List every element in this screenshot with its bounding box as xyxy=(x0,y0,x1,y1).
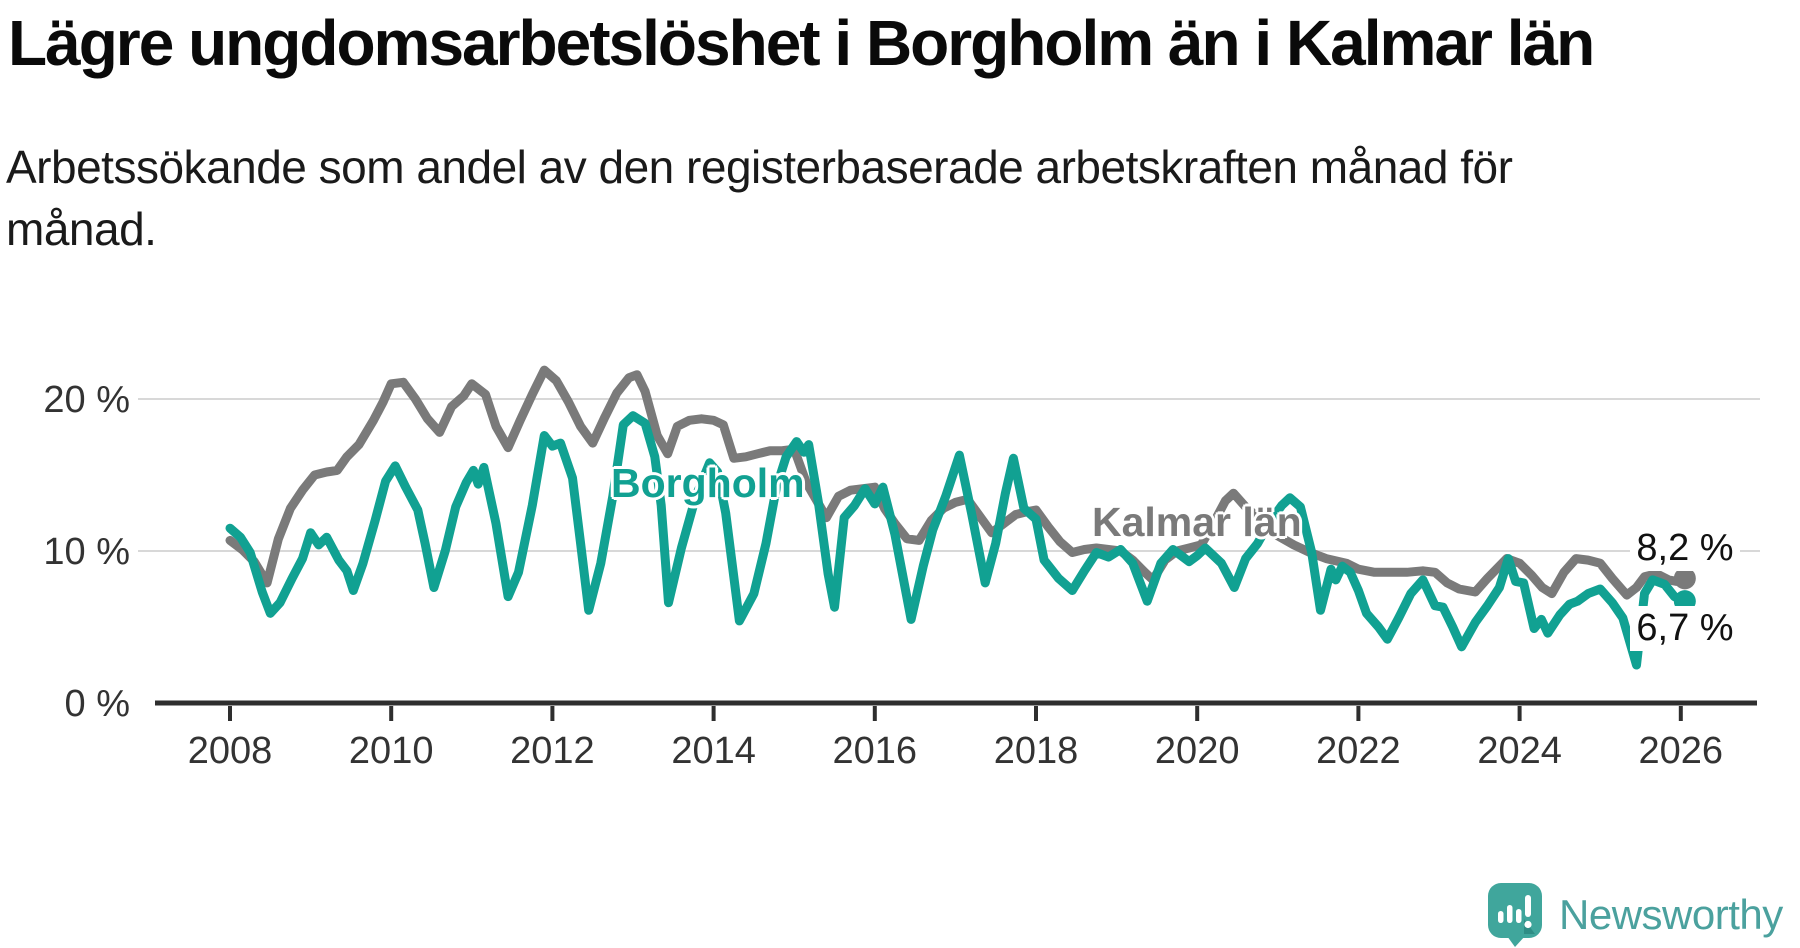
x-tick-label: 2026 xyxy=(1639,730,1724,772)
series-label-kalmar-lan: Kalmar län xyxy=(1092,499,1302,545)
y-tick-label: 0 % xyxy=(65,683,130,725)
series-label-borgholm: Borgholm xyxy=(611,460,805,506)
page-subtitle: Arbetssökande som andel av den registerb… xyxy=(6,136,1606,260)
subtitle-line1: Arbetssökande som andel av den registerb… xyxy=(6,141,1513,193)
x-tick-label: 2010 xyxy=(349,730,434,772)
newsworthy-brand: Newsworthy xyxy=(1488,883,1783,947)
x-tick-label: 2018 xyxy=(994,730,1079,772)
x-tick-label: 2024 xyxy=(1477,730,1562,772)
x-tick-label: 2008 xyxy=(188,730,273,772)
x-tick-label: 2022 xyxy=(1316,730,1401,772)
page-title: Lägre ungdomsarbetslöshet i Borgholm än … xyxy=(8,7,1595,79)
y-tick-label: 20 % xyxy=(43,379,130,421)
end-value-label-borgholm: 6,7 % xyxy=(1630,606,1740,651)
x-tick-label: 2012 xyxy=(510,730,595,772)
series-line-borgholm xyxy=(225,411,1690,670)
x-tick-label: 2014 xyxy=(671,730,756,772)
end-dot-kalmar-l-n xyxy=(1673,567,1696,590)
subtitle-line2: månad. xyxy=(6,203,157,255)
x-tick-label: 2020 xyxy=(1155,730,1240,772)
end-value-label-kalmar: 8,2 % xyxy=(1630,526,1740,571)
newsworthy-logo-icon xyxy=(1488,883,1542,947)
y-tick-label: 10 % xyxy=(43,531,130,573)
series-line-kalmar-l-n xyxy=(225,365,1690,600)
newsworthy-wordmark: Newsworthy xyxy=(1559,891,1783,938)
x-tick-label: 2016 xyxy=(833,730,918,772)
